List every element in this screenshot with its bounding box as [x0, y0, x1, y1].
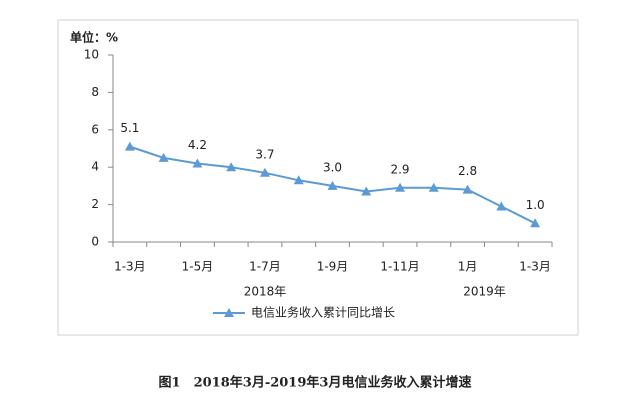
- x-tick-label: 1-3月: [114, 260, 146, 274]
- marker: [158, 152, 169, 162]
- caption: 图1 2018年3月-2019年3月电信业务收入累计增速: [159, 375, 472, 391]
- marker: [293, 175, 304, 185]
- y-tick-label: 6: [91, 122, 99, 136]
- y-tick-label: 2: [91, 197, 99, 211]
- marker: [496, 201, 507, 211]
- y-tick-label: 0: [91, 235, 99, 249]
- data-label: 5.1: [120, 121, 139, 135]
- legend-label: 电信业务收入累计同比增长: [251, 305, 395, 320]
- legend-marker: [224, 308, 234, 317]
- data-label: 2.8: [458, 164, 477, 178]
- y-tick-label: 10: [84, 48, 99, 62]
- x-tick-label: 1-5月: [182, 260, 214, 274]
- unit-label: 单位：%: [70, 30, 118, 45]
- x-tick-label: 1-11月: [380, 260, 419, 274]
- x-tick-label: 1月: [458, 260, 478, 274]
- x-tick-label: 1-3月: [519, 260, 551, 274]
- x-tick-label: 1-9月: [317, 260, 349, 274]
- marker: [124, 141, 135, 151]
- marker: [428, 182, 439, 192]
- data-label: 3.0: [323, 160, 342, 174]
- y-tick-label: 8: [91, 85, 99, 99]
- data-label: 3.7: [255, 147, 274, 161]
- marker: [395, 182, 406, 192]
- marker: [327, 180, 338, 190]
- marker: [361, 186, 372, 196]
- marker: [192, 158, 203, 168]
- marker: [259, 167, 270, 177]
- chart-frame: [57, 19, 579, 336]
- x-group-label: 2019年: [463, 285, 506, 299]
- data-label: 4.2: [188, 138, 207, 152]
- marker: [530, 218, 541, 228]
- data-label: 1.0: [526, 198, 545, 212]
- x-group-label: 2018年: [244, 285, 287, 299]
- y-tick-label: 4: [91, 160, 99, 174]
- marker: [226, 162, 237, 172]
- marker: [462, 184, 473, 194]
- x-tick-label: 1-7月: [249, 260, 281, 274]
- data-label: 2.9: [390, 162, 409, 176]
